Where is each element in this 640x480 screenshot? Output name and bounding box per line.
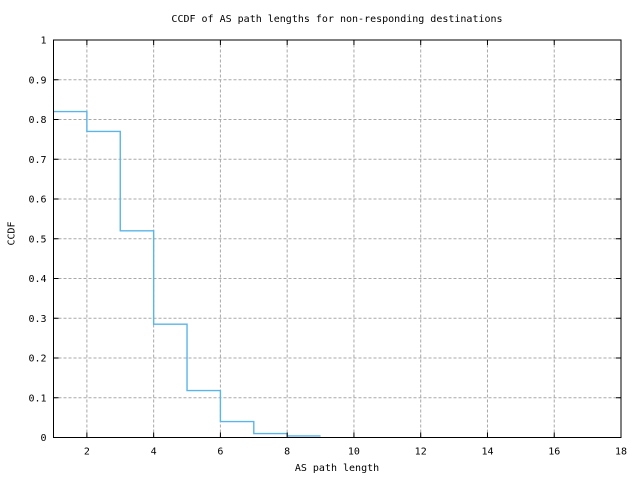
y-tick-label: 0.7 — [28, 155, 46, 166]
y-tick-label: 0.8 — [28, 115, 46, 126]
y-tick-label: 0.6 — [28, 195, 46, 206]
x-tick-label: 8 — [284, 447, 290, 458]
y-tick-label: 0.4 — [28, 274, 46, 285]
y-tick-label: 0.1 — [28, 393, 46, 404]
x-tick-label: 16 — [548, 447, 560, 458]
y-tick-label: 0.9 — [28, 75, 46, 86]
x-tick-label: 6 — [217, 447, 223, 458]
y-tick-label: 0.3 — [28, 314, 46, 325]
x-tick-label: 2 — [84, 447, 90, 458]
y-tick-label: 0.2 — [28, 354, 46, 365]
x-tick-label: 14 — [481, 447, 493, 458]
x-axis-label: AS path length — [294, 463, 380, 474]
y-tick-label: 1 — [40, 36, 46, 47]
ccdf-step-line — [53, 110, 321, 437]
plot-border — [53, 39, 622, 438]
y-tick-label: 0 — [40, 433, 46, 444]
x-tick-label: 18 — [615, 447, 627, 458]
y-tick-label: 0.5 — [28, 234, 46, 245]
x-tick-label: 10 — [348, 447, 360, 458]
x-tick-label: 12 — [415, 447, 427, 458]
chart-title: CCDF of AS path lengths for non-respondi… — [171, 14, 503, 25]
x-tick-label: 4 — [151, 447, 157, 458]
